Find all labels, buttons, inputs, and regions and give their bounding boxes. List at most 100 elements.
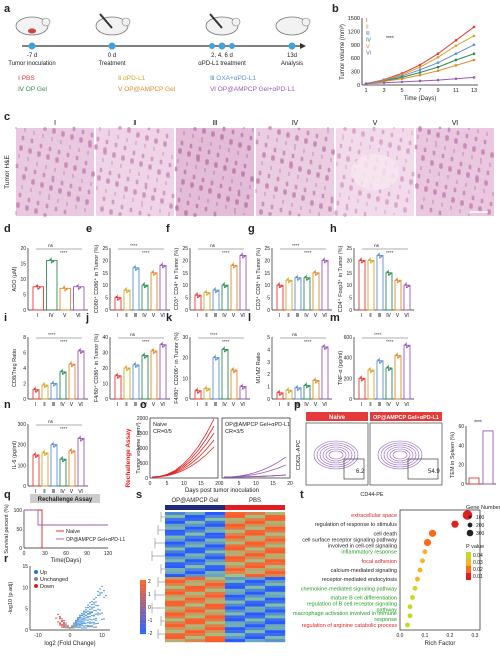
heatmap-cell	[225, 568, 246, 572]
heatmap-cell	[185, 512, 206, 516]
data-dot	[231, 368, 234, 370]
cell-nucleus	[42, 136, 44, 138]
cell-nucleus	[108, 134, 110, 136]
bar-1	[482, 430, 494, 485]
x-tick-label: Ⅳ	[222, 402, 227, 408]
data-dot	[54, 444, 57, 447]
x-axis-label: Time (Days)	[404, 96, 436, 102]
cell-nucleus	[99, 129, 101, 131]
heatmap-cell	[165, 603, 186, 607]
cell-nucleus	[150, 208, 152, 210]
cell-nucleus	[147, 127, 151, 131]
bar-3	[141, 284, 149, 311]
cell-nucleus	[423, 197, 425, 199]
cell-nucleus	[153, 189, 157, 193]
heatmap-cell	[165, 600, 186, 604]
go-term-label: regulation of B cell receptor signaling	[307, 602, 397, 608]
timeline-event: αPD-L1 treatment	[198, 61, 246, 67]
volcano-point	[79, 620, 81, 622]
cell-nucleus	[126, 138, 128, 140]
data-dot	[33, 387, 36, 390]
x-tick-label: Ⅰ	[361, 402, 362, 408]
heatmap-cell	[265, 532, 286, 536]
volcano-point	[87, 610, 89, 612]
timeline-point	[288, 42, 296, 50]
contour	[383, 444, 417, 466]
color-scale-step	[140, 619, 146, 622]
x-tick-label: 0	[23, 551, 26, 557]
heatmap-cell	[205, 577, 226, 581]
cell-nucleus	[204, 208, 208, 212]
volcano-point	[99, 592, 101, 594]
heatmap-cell	[245, 559, 266, 563]
bar-0	[358, 377, 366, 400]
cell-nucleus	[207, 199, 209, 201]
volcano-point	[79, 626, 81, 629]
y-tick-label: 0	[267, 397, 270, 403]
data-dot	[213, 288, 216, 291]
volcano-point	[77, 620, 79, 622]
contour	[386, 446, 414, 464]
heatmap-cell	[205, 603, 226, 607]
volcano-point	[77, 621, 79, 623]
volcano-point	[99, 588, 101, 590]
cell-nucleus	[387, 155, 389, 157]
cell-nucleus	[453, 149, 455, 151]
timeline-point	[108, 42, 116, 50]
x-tick-label: Ⅵ	[322, 313, 327, 319]
y-tick-label: 5	[25, 607, 28, 613]
heatmap-cell	[165, 624, 186, 628]
heatmap-cell	[245, 603, 266, 607]
cell-nucleus	[451, 197, 455, 201]
x-tick-label: Ⅴ	[70, 402, 74, 408]
cell-nucleus	[345, 203, 349, 207]
data-dot	[362, 260, 365, 263]
heatmap-cell	[165, 579, 186, 584]
heatmap-cell	[265, 615, 286, 619]
x-axis-label: CD44-PE	[360, 492, 384, 498]
cell-nucleus	[78, 148, 80, 150]
cell-nucleus	[447, 127, 451, 131]
volcano-point	[79, 621, 81, 624]
heatmap-cell	[205, 523, 226, 527]
cell-nucleus	[264, 142, 268, 146]
heatmap-cell	[225, 633, 246, 637]
x-tick-label: Ⅴ	[152, 313, 156, 319]
data-point	[454, 77, 458, 81]
heatmap-cell	[265, 529, 286, 533]
cell-nucleus	[439, 163, 443, 167]
bar-1	[123, 289, 131, 311]
cell-nucleus	[273, 147, 277, 151]
data-dot	[133, 265, 136, 268]
data-dot	[160, 263, 163, 266]
heatmap-cell	[245, 574, 266, 578]
data-dot	[233, 266, 235, 269]
cell-nucleus	[465, 135, 469, 139]
cell-nucleus	[99, 127, 101, 129]
cell-nucleus	[156, 180, 158, 182]
heatmap-cell	[245, 636, 266, 640]
heatmap-cell	[205, 600, 226, 604]
timeline-day: 0 d	[108, 53, 116, 59]
data-dot	[368, 258, 371, 261]
data-dot	[371, 260, 374, 263]
y-tick-label: 20	[20, 246, 26, 252]
x-tick-label: 120	[104, 551, 113, 557]
cell-nucleus	[120, 206, 124, 210]
cell-nucleus	[60, 140, 62, 142]
y-tick-label: 0	[267, 308, 270, 314]
survival-curve-naive	[24, 509, 43, 548]
flow-header-naive	[306, 412, 368, 421]
cell-nucleus	[237, 151, 239, 153]
cell-nucleus	[132, 150, 136, 154]
x-tick-label: Ⅰ	[35, 402, 36, 408]
cell-nucleus	[234, 210, 236, 212]
volcano-point	[77, 618, 79, 620]
heatmap-cell	[245, 568, 266, 572]
x-tick-label: 10	[253, 481, 259, 487]
x-tick-label: Ⅰ	[35, 489, 36, 495]
cell-nucleus	[51, 139, 53, 141]
cell-nucleus	[135, 181, 139, 185]
cell-nucleus	[474, 138, 478, 142]
cell-nucleus	[147, 175, 149, 177]
